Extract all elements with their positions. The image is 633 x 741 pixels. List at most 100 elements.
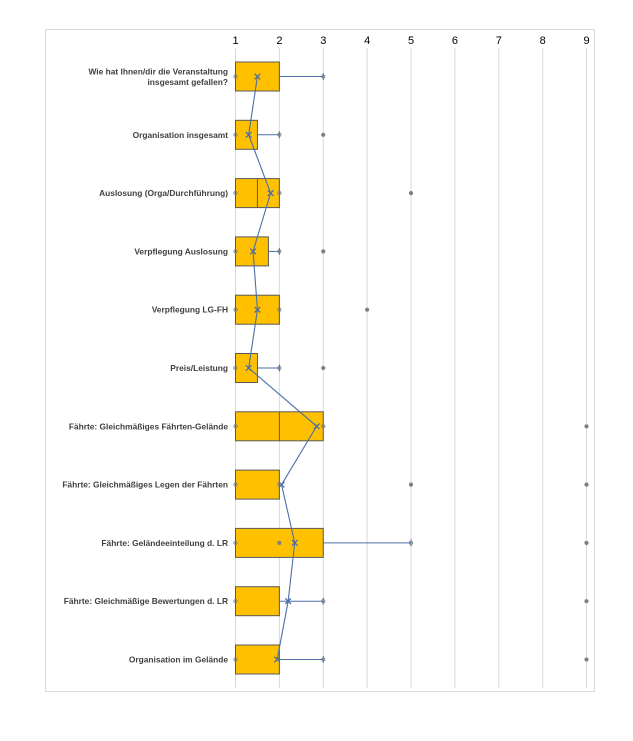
category-label: Fährte: Gleichmäßiges Legen der Fährten [62,480,228,490]
outlier-point [584,424,589,429]
box-group [233,353,326,383]
outlier-point [365,307,370,312]
box-layer [233,61,589,675]
point-marker [233,365,238,371]
category-label-line: Organisation insgesamt [133,130,229,140]
box [235,644,280,675]
x-tick-label: 7 [496,35,502,47]
box-group [233,178,414,209]
outlier-point [584,599,589,604]
mean-marker [313,423,320,430]
mean-marker-stroke [249,248,257,255]
category-label-line: Preis/Leistung [170,363,228,373]
category-label: Verpflegung LG-FH [152,305,228,315]
point-marker [321,657,326,662]
outlier-point [321,249,326,254]
category-label: Wie hat Ihnen/dir die Veranstaltung insge… [88,66,228,87]
x-tick-label: 3 [320,35,326,47]
category-label-line: Auslosung (Orga/Durchführung) [99,188,228,198]
box [235,236,269,267]
point-marker [233,74,238,79]
mean-marker [267,189,274,197]
point-marker [277,191,282,196]
point-marker [233,307,238,312]
mean-marker [254,306,261,313]
outlier-point [584,540,589,546]
x-tick-label: 1 [232,35,238,47]
mean-marker [249,248,257,255]
mean-marker [278,481,285,488]
category-label-line: Organisation im Gelände [129,655,228,665]
point-marker [321,74,326,79]
point-marker [233,424,238,429]
point-marker [408,540,414,545]
outlier-point [321,365,326,371]
x-tick-label: 9 [583,35,589,47]
box [235,119,258,150]
point-marker [233,482,238,487]
mean-marker-stroke [254,73,261,80]
x-tick-label: 8 [540,35,546,47]
point-marker [277,307,282,312]
category-label: Auslosung (Orga/Durchführung) [99,188,228,198]
category-label: Fährte: Gleichmäßige Bewertungen d. LR [64,596,228,606]
mean-marker-stroke [291,539,298,547]
category-label: Fährte: Gleichmäßiges Fährten-Gelände [69,421,229,431]
category-label-line: Wie hat Ihnen/dir die Veranstaltung [88,66,228,76]
box-group [233,294,370,325]
outlier-point [277,540,282,546]
x-tick-label: 4 [364,35,370,47]
category-label-line: Fährte: Gleichmäßiges Fährten-Gelände [69,421,229,431]
box-group [233,527,589,558]
category-label-line: Fährte: Gleichmäßige Bewertungen d. LR [64,596,228,606]
mean-marker-stroke [245,364,252,372]
category-label: Organisation insgesamt [133,130,229,140]
category-label-line: Verpflegung Auslosung [134,246,228,256]
outlier-point [584,657,589,662]
category-labels: Wie hat Ihnen/dir die Veranstaltung insge… [62,66,228,664]
point-marker [233,540,238,545]
mean-marker-stroke [278,481,285,488]
x-tick-label: 5 [408,35,414,47]
point-marker [277,249,282,254]
mean-marker [245,131,252,139]
point-marker [277,132,282,137]
mean-layer [245,73,320,663]
mean-marker-stroke [273,656,281,663]
outlier-point [408,191,414,196]
mean-marker [291,539,298,547]
point-marker [233,599,238,604]
category-label: Fährte: Geländeeinteilung d. LR [101,538,228,548]
mean-marker-stroke [254,306,261,313]
box-group [233,586,589,617]
grid-layer [235,48,587,688]
mean-marker-stroke [267,189,274,197]
category-label: Verpflegung Auslosung [134,246,228,256]
box [235,586,280,617]
outlier-point [321,132,326,137]
box-group [233,411,589,442]
chart-frame [45,29,595,692]
mean-marker-stroke [313,423,320,430]
category-label-line: Verpflegung LG-FH [152,305,228,315]
mean-marker [284,597,292,605]
mean-marker-stroke [284,597,292,605]
mean-marker-stroke [245,131,252,139]
point-marker [233,249,238,254]
point-marker [233,657,238,662]
box-group [233,644,589,675]
point-marker [233,132,238,137]
point-marker [233,191,238,196]
point-marker [321,424,326,429]
box-group [233,469,589,500]
category-label-line: insgesamt gefallen? [147,77,228,87]
category-label: Organisation im Gelände [129,655,228,665]
x-tick-labels: 1 2 3 4 5 6 7 8 9 [232,35,589,47]
mean-marker [273,656,281,663]
x-tick-label: 6 [452,35,458,47]
point-marker [321,599,326,604]
mean-marker [245,364,252,372]
box [235,353,258,383]
